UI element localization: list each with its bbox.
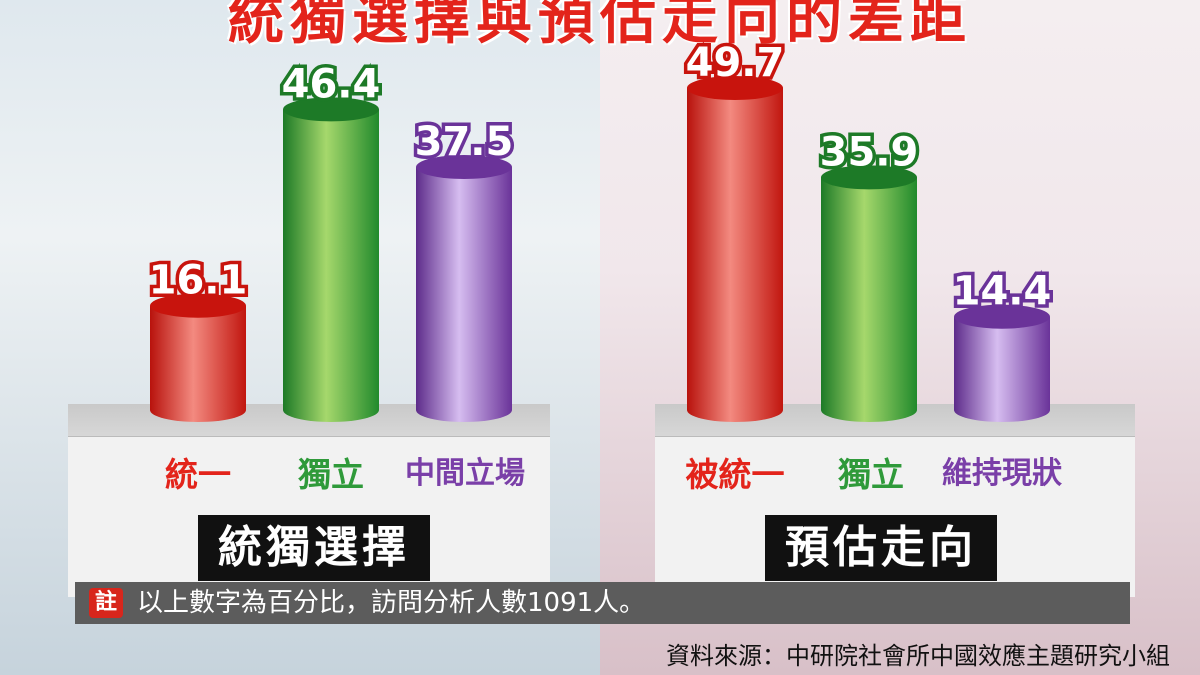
bar-base-0-2 — [416, 398, 512, 422]
category-label-independence: 獨立 — [298, 455, 364, 494]
value-label-1-2: 14.4 — [953, 269, 1052, 315]
bar-cap-0-2 — [416, 155, 512, 180]
note-bar: 註 以上數字為百分比，訪問分析人數1091人。 — [75, 582, 1130, 624]
value-label-1-0: 49.7 — [686, 40, 785, 86]
note-badge: 註 — [89, 588, 123, 618]
bar-0-0 — [150, 305, 246, 410]
page-title: 統獨選擇與預估走向的差距 — [228, 0, 972, 52]
source-text: 資料來源：中研院社會所中國效應主題研究小組 — [666, 642, 1170, 670]
category-label-unified: 被統一 — [685, 455, 785, 494]
bar-base-1-0 — [687, 398, 783, 422]
bar-base-1-2 — [954, 398, 1050, 422]
bar-cap-0-0 — [150, 293, 246, 318]
category-label-unification: 統一 — [165, 455, 231, 494]
category-label-independence-2: 獨立 — [838, 455, 904, 494]
bar-cap-1-0 — [687, 76, 783, 100]
bar-0-2 — [416, 167, 512, 410]
note-text: 以上數字為百分比，訪問分析人數1091人。 — [137, 588, 646, 618]
bar-base-1-1 — [821, 398, 917, 422]
bar-1-2 — [954, 316, 1050, 410]
bar-1-0 — [687, 88, 783, 410]
bar-0-1 — [283, 109, 379, 410]
value-label-0-2: 37.5 — [415, 119, 514, 165]
category-label-middle: 中間立場 — [405, 456, 525, 491]
bar-1-1 — [821, 177, 917, 410]
value-label-1-1: 35.9 — [820, 129, 919, 175]
bar-cap-1-2 — [954, 304, 1050, 329]
group-label-choice: 統獨選擇 — [198, 515, 430, 581]
value-label-0-1: 46.4 — [282, 61, 381, 107]
bar-cap-1-1 — [821, 165, 917, 190]
group-label-forecast: 預估走向 — [765, 515, 997, 581]
category-label-status-quo: 維持現狀 — [942, 456, 1062, 491]
value-label-0-0: 16.1 — [149, 258, 248, 304]
bar-cap-0-1 — [283, 97, 379, 122]
bar-base-0-0 — [150, 398, 246, 422]
bar-base-0-1 — [283, 398, 379, 422]
